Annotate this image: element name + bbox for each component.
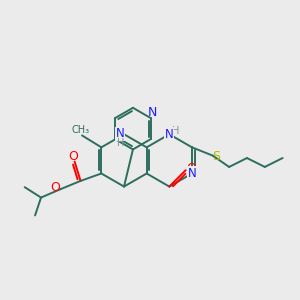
- Text: S: S: [212, 150, 220, 163]
- Text: CH₃: CH₃: [71, 125, 90, 135]
- Text: H: H: [117, 138, 124, 148]
- Text: H: H: [172, 126, 179, 136]
- Text: O: O: [186, 162, 196, 175]
- Text: O: O: [68, 150, 78, 163]
- Text: N: N: [116, 127, 125, 140]
- Text: N: N: [165, 128, 174, 141]
- Text: N: N: [188, 167, 196, 180]
- Text: O: O: [50, 181, 60, 194]
- Text: N: N: [148, 106, 157, 119]
